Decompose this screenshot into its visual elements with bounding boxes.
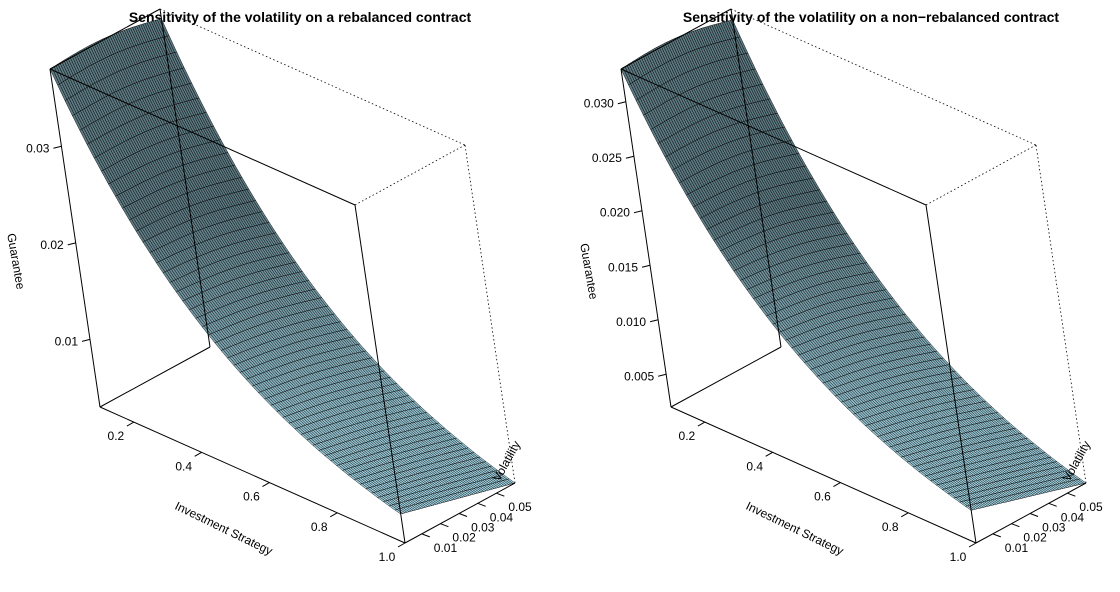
x-tick-label: 1.0 — [379, 550, 396, 564]
y-tick-label: 0.05 — [508, 500, 532, 514]
z-tick-label: 0.01 — [55, 334, 79, 348]
y-tick-mark — [477, 502, 486, 507]
y-tick-mark — [458, 513, 468, 517]
box-edge-hidden — [354, 144, 466, 206]
x-tick-mark — [262, 482, 270, 487]
x-tick-mark — [126, 421, 135, 427]
z-tick-label: 0.02 — [40, 238, 64, 252]
panel-non-rebalanced: Sensitivity of the volatility on a non−r… — [577, 8, 1103, 564]
box-edge-hidden — [464, 144, 516, 484]
panel-rebalanced: Sensitivity of the volatility on a rebal… — [4, 8, 532, 564]
x-tick-mark — [329, 512, 338, 518]
chart-title: Sensitivity of the volatility on a rebal… — [129, 9, 472, 25]
z-tick-mark — [53, 145, 62, 149]
box-edge — [99, 346, 211, 408]
surface — [49, 18, 516, 515]
x-tick-label: 0.4 — [175, 459, 192, 473]
x-tick-label: 0.2 — [108, 429, 125, 443]
z-tick-mark — [81, 338, 91, 342]
chart-title: Sensitivity of the volatility on a non−r… — [683, 9, 1059, 25]
z-tick-mark — [67, 242, 76, 246]
x-axis-title: Investment Strategy — [173, 499, 275, 558]
y-tick-mark — [421, 533, 430, 538]
x-tick-mark — [194, 451, 202, 457]
y-tick-mark — [496, 492, 505, 497]
x-tick-mark — [397, 542, 406, 548]
z-axis-title: Guarantee — [4, 232, 28, 291]
y-tick-mark — [440, 523, 449, 528]
z-tick-label: 0.03 — [26, 141, 50, 155]
x-tick-label: 0.8 — [311, 520, 328, 534]
x-tick-label: 0.6 — [243, 490, 260, 504]
